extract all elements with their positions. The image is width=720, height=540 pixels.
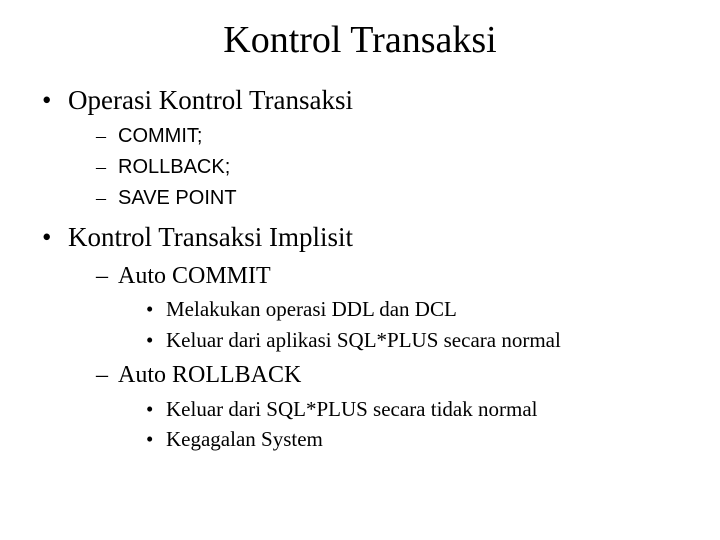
list-item-label: ROLLBACK; [118, 156, 230, 178]
bullet-list-level1: Operasi Kontrol Transaksi COMMIT; ROLLBA… [42, 82, 684, 455]
list-item: Kegagalan System [146, 425, 684, 454]
slide-title: Kontrol Transaksi [36, 18, 684, 62]
list-item: Auto ROLLBACK Keluar dari SQL*PLUS secar… [96, 359, 684, 454]
list-item: ROLLBACK; [96, 153, 684, 182]
list-item-label: Kegagalan System [166, 427, 323, 451]
list-item-label: Operasi Kontrol Transaksi [68, 85, 353, 115]
list-item-label: Keluar dari aplikasi SQL*PLUS secara nor… [166, 328, 561, 352]
list-item-label: SAVE POINT [118, 187, 237, 209]
bullet-list-level2: COMMIT; ROLLBACK; SAVE POINT [96, 122, 684, 213]
list-item: Keluar dari aplikasi SQL*PLUS secara nor… [146, 326, 684, 355]
bullet-list-level3: Keluar dari SQL*PLUS secara tidak normal… [146, 395, 684, 455]
bullet-list-level2: Auto COMMIT Melakukan operasi DDL dan DC… [96, 260, 684, 455]
list-item: SAVE POINT [96, 184, 684, 213]
list-item-label: Kontrol Transaksi Implisit [68, 222, 353, 252]
list-item-label: Melakukan operasi DDL dan DCL [166, 297, 457, 321]
list-item-label: Auto COMMIT [118, 263, 271, 289]
list-item: Operasi Kontrol Transaksi COMMIT; ROLLBA… [42, 82, 684, 213]
list-item: Melakukan operasi DDL dan DCL [146, 295, 684, 324]
list-item-label: Auto ROLLBACK [118, 362, 301, 388]
list-item-label: Keluar dari SQL*PLUS secara tidak normal [166, 397, 537, 421]
list-item: Keluar dari SQL*PLUS secara tidak normal [146, 395, 684, 424]
bullet-list-level3: Melakukan operasi DDL dan DCL Keluar dar… [146, 295, 684, 355]
list-item-label: COMMIT; [118, 125, 202, 147]
list-item: COMMIT; [96, 122, 684, 151]
list-item: Auto COMMIT Melakukan operasi DDL dan DC… [96, 260, 684, 355]
slide: Kontrol Transaksi Operasi Kontrol Transa… [0, 0, 720, 540]
list-item: Kontrol Transaksi Implisit Auto COMMIT M… [42, 219, 684, 454]
